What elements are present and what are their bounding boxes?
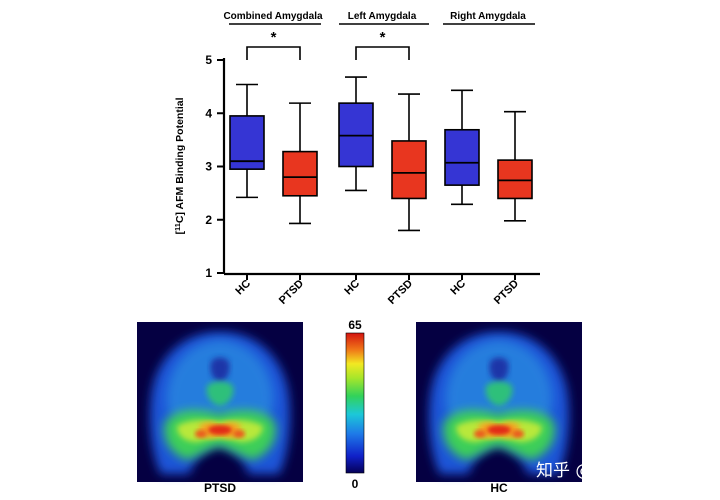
colorbar <box>345 332 365 474</box>
x-tick-label: PTSD <box>492 278 521 307</box>
box-1 <box>282 102 318 225</box>
significance-star: * <box>271 29 277 46</box>
ptsd-image-label: PTSD <box>204 481 236 495</box>
x-tick-label: PTSD <box>386 278 415 307</box>
y-axis-label-main: C] AFM Binding Potential <box>174 97 186 223</box>
colorbar-min-label: 0 <box>352 477 359 491</box>
iqr-box <box>391 140 427 200</box>
colorbar-max-label: 65 <box>348 318 362 332</box>
watermark: 知乎 @耗子领袖 <box>536 461 660 481</box>
hc-brain-image <box>416 322 582 482</box>
box-2 <box>338 76 374 192</box>
category-labels: HC PTSD HC PTSD HC PTSD <box>233 274 521 307</box>
iqr-box <box>444 128 480 186</box>
significance-bracket <box>355 46 410 60</box>
box-5 <box>497 110 533 222</box>
group-title: Left Amygdala <box>348 11 417 22</box>
box-0 <box>229 83 265 199</box>
significance-markers: * * <box>246 29 410 60</box>
y-tick-label: 5 <box>205 53 212 67</box>
group-title: Combined Amygdala <box>223 11 323 22</box>
y-ticks: 1 2 3 4 5 <box>205 53 224 280</box>
y-axis-label: [11C] AFM Binding Potential <box>173 97 186 234</box>
group-title: Right Amygdala <box>450 11 526 22</box>
x-tick-label: PTSD <box>277 278 306 307</box>
hc-image-label: HC <box>490 481 508 495</box>
x-tick-label: HC <box>448 278 468 298</box>
group-titles: Combined Amygdala Left Amygdala Right Amyg… <box>223 11 535 25</box>
boxes <box>229 76 533 232</box>
ptsd-brain-image <box>137 322 303 482</box>
iqr-box <box>282 150 318 197</box>
significance-bracket <box>246 46 301 60</box>
y-tick-label: 1 <box>205 266 212 280</box>
x-tick-label: HC <box>342 278 362 298</box>
y-axis-label-superscript: 11 <box>173 223 182 231</box>
y-tick-label: 4 <box>205 106 212 120</box>
y-tick-label: 2 <box>205 213 212 227</box>
iqr-box <box>497 159 533 200</box>
box-plot: 1 2 3 4 5 HC PTSD HC PTSD HC PTSD Combined Amygda… <box>173 11 540 307</box>
box-3 <box>391 93 427 232</box>
significance-star: * <box>380 29 386 46</box>
y-tick-label: 3 <box>205 160 212 174</box>
box-4 <box>444 89 480 206</box>
x-tick-label: HC <box>233 278 253 298</box>
